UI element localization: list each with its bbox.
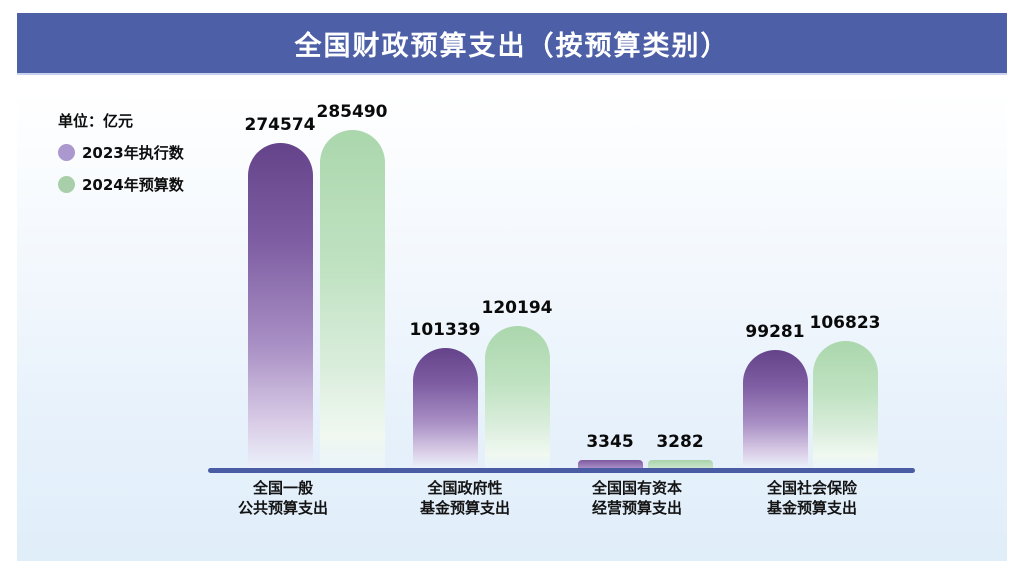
unit-label: 单位：亿元	[58, 112, 134, 130]
category-line-2: 基金预算支出	[419, 499, 510, 518]
value-label-2023-general-public: 274574	[244, 115, 316, 135]
chart-title-banner: 全国财政预算支出（按预算类别）	[17, 13, 1007, 73]
category-line-1: 全国社会保险	[766, 479, 857, 497]
plot-area: 274574 285490 101339 120194 3345 3282 99…	[17, 13, 1007, 561]
category-line-1: 全国一般	[252, 479, 313, 497]
legend-label-2024: 2024年预算数	[82, 176, 184, 194]
category-label-state-capital: 全国国有资本 经营预算支出	[552, 478, 722, 519]
legend-swatch-2024-icon	[58, 176, 75, 193]
category-line-2: 基金预算支出	[766, 499, 857, 518]
bar-2023-social-insurance	[743, 350, 808, 468]
value-label-2024-general-public: 285490	[316, 102, 388, 122]
bar-2024-social-insurance	[813, 341, 878, 468]
value-label-2023-state-capital: 3345	[586, 432, 634, 452]
category-line-2: 公共预算支出	[237, 499, 328, 518]
bar-2024-state-capital	[648, 460, 713, 468]
category-line-1: 全国国有资本	[591, 479, 682, 497]
value-label-2024-government-funds: 120194	[481, 298, 553, 318]
category-label-social-insurance: 全国社会保险 基金预算支出	[727, 478, 897, 519]
bar-2024-government-funds	[485, 326, 550, 468]
category-label-government-funds: 全国政府性 基金预算支出	[380, 478, 550, 519]
category-line-1: 全国政府性	[427, 479, 503, 497]
bar-2023-government-funds	[413, 348, 478, 468]
legend-label-2023: 2023年执行数	[82, 144, 184, 162]
bar-2023-state-capital	[578, 460, 643, 468]
value-label-2023-government-funds: 101339	[409, 320, 481, 340]
category-line-2: 经营预算支出	[591, 499, 682, 518]
legend-swatch-2023-icon	[58, 144, 75, 161]
bar-2024-general-public	[320, 130, 385, 468]
legend-item-2023: 2023年执行数	[58, 142, 184, 163]
legend-item-2024: 2024年预算数	[58, 174, 184, 195]
value-label-2024-social-insurance: 106823	[809, 313, 881, 333]
value-label-2024-state-capital: 3282	[656, 432, 704, 452]
bar-2023-general-public	[248, 143, 313, 468]
value-label-2023-social-insurance: 99281	[745, 322, 805, 342]
chart-title: 全国财政预算支出（按预算类别）	[294, 30, 730, 62]
chart-card: 全国财政预算支出（按预算类别） 单位：亿元 2023年执行数 2024年预算数 …	[17, 13, 1007, 561]
category-label-general-public: 全国一般 公共预算支出	[198, 478, 368, 519]
x-axis-line	[208, 468, 915, 473]
